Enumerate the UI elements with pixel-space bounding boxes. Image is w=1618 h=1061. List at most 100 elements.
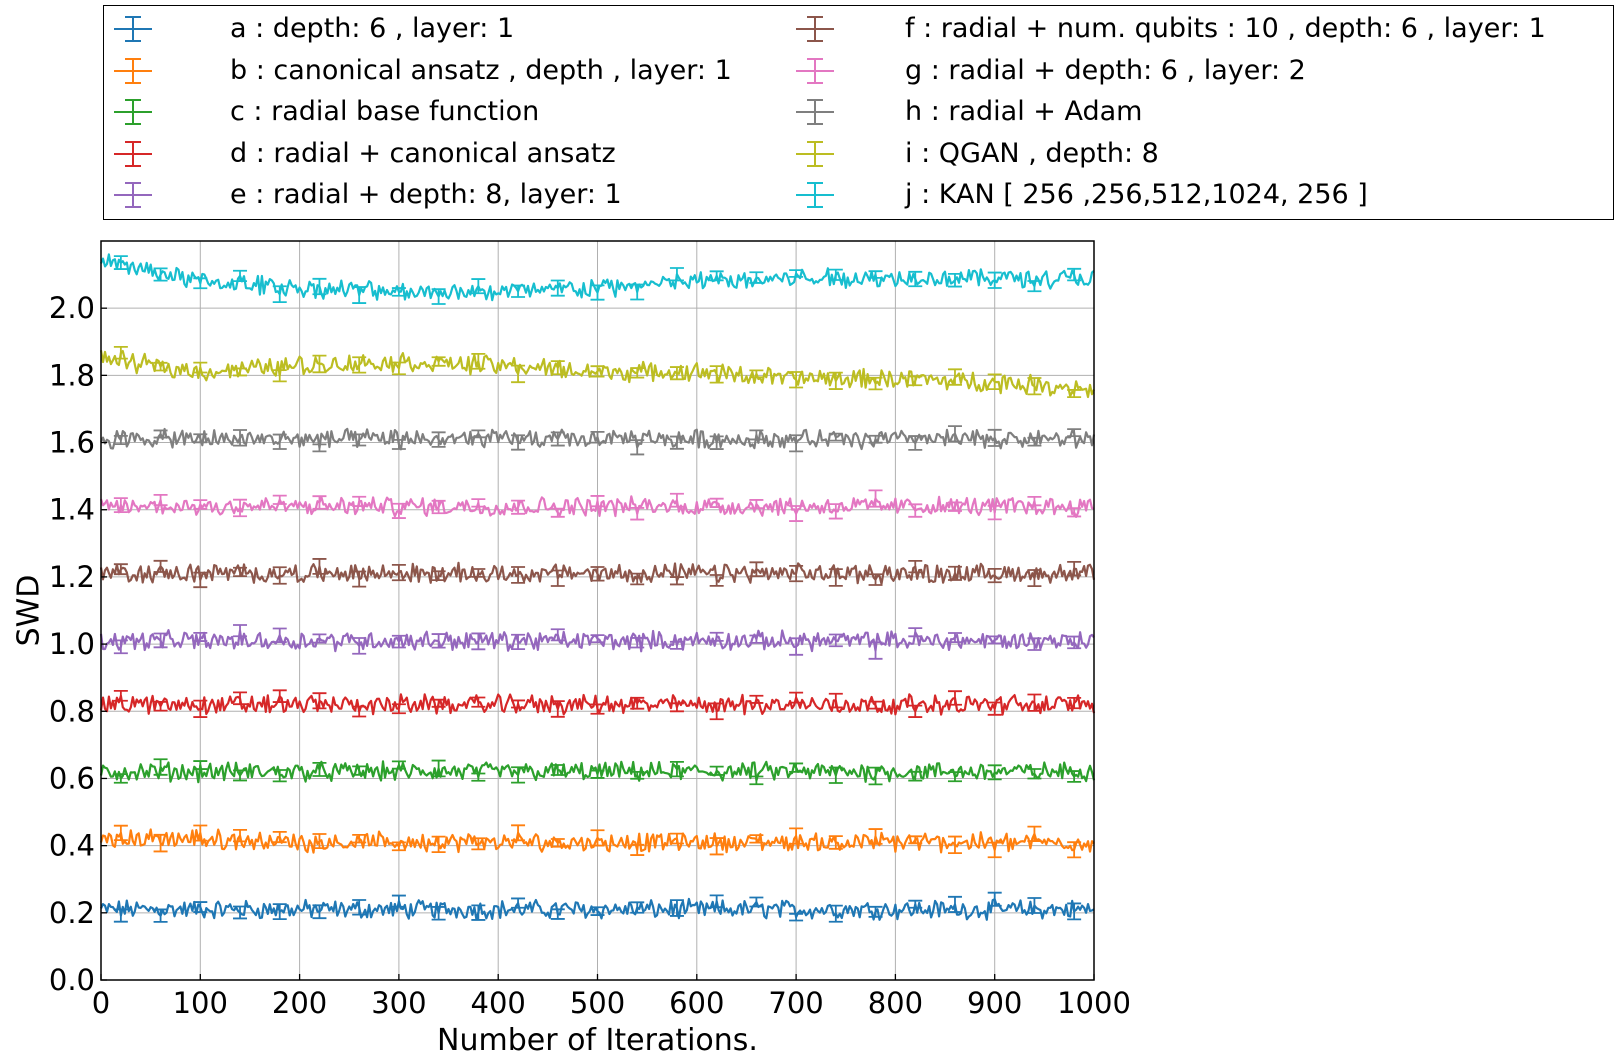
error-bar xyxy=(550,908,565,920)
error-bar xyxy=(987,635,1002,645)
error-bar xyxy=(669,576,684,586)
error-bar xyxy=(431,356,446,367)
error-bar xyxy=(550,628,565,642)
error-bar xyxy=(709,574,724,587)
error-bar xyxy=(590,430,605,444)
error-bar xyxy=(908,559,923,574)
error-bar xyxy=(987,567,1002,584)
error-bar xyxy=(272,769,287,783)
error-bar xyxy=(352,637,367,655)
error-bar xyxy=(233,769,248,782)
legend-swatch-icon xyxy=(796,140,834,167)
error-bar xyxy=(1067,902,1082,921)
error-bar xyxy=(550,569,565,587)
error-bar xyxy=(749,775,764,786)
error-bar xyxy=(511,824,526,842)
legend-swatch-icon xyxy=(796,57,834,84)
legend-label: j : KAN [ 256 ,256,512,1024, 256 ] xyxy=(905,179,1368,210)
x-tick-label: 500 xyxy=(570,986,625,1020)
legend-swatch-icon xyxy=(796,182,834,208)
error-bar xyxy=(590,829,605,847)
error-bar xyxy=(352,356,367,374)
error-bar xyxy=(550,431,565,447)
y-tick-label: 0.0 xyxy=(49,963,95,997)
y-tick-label: 0.4 xyxy=(49,829,95,863)
error-bar xyxy=(1067,428,1082,438)
error-bar xyxy=(233,691,248,706)
error-bar xyxy=(193,760,208,770)
error-bar xyxy=(669,640,684,650)
error-bar xyxy=(471,352,486,370)
error-bar xyxy=(233,429,248,447)
error-bar xyxy=(669,435,684,450)
error-bar xyxy=(1027,436,1042,447)
error-bar xyxy=(233,566,248,578)
y-tick-label: 0.2 xyxy=(49,896,95,930)
error-bar xyxy=(709,837,724,856)
error-bar xyxy=(352,834,367,844)
error-bar xyxy=(1027,637,1042,651)
error-bar xyxy=(352,899,367,916)
error-bar xyxy=(1027,280,1042,293)
error-bar xyxy=(312,443,327,453)
error-bar xyxy=(153,494,168,507)
legend-entry: e : radial + depth: 8, layer: 1 xyxy=(112,175,782,215)
error-bar xyxy=(233,269,248,283)
error-bar xyxy=(630,507,645,521)
error-bar xyxy=(590,495,605,508)
error-bar xyxy=(391,361,406,376)
error-bar xyxy=(749,561,764,578)
series xyxy=(99,345,1096,399)
error-bar xyxy=(709,435,724,450)
error-bar xyxy=(550,507,565,518)
error-bar xyxy=(431,431,446,448)
series-lines xyxy=(99,253,1096,923)
error-bar xyxy=(630,843,645,856)
error-bar xyxy=(947,895,962,913)
error-bar xyxy=(391,894,406,908)
error-bar xyxy=(789,505,804,522)
error-bar xyxy=(828,766,843,784)
error-bar xyxy=(630,572,645,586)
error-bar xyxy=(312,633,327,644)
axis-ticks: 0 100 200 300 400 500 600 700 800 900 1000 0.0 0.2 0.… xyxy=(49,291,1131,1020)
error-bar xyxy=(868,489,883,508)
error-bar xyxy=(868,270,883,279)
error-bar xyxy=(1067,635,1082,650)
error-bar xyxy=(431,835,446,854)
error-bar xyxy=(789,371,804,389)
error-bar xyxy=(113,497,128,514)
error-bar xyxy=(550,838,565,848)
error-bar xyxy=(868,766,883,786)
legend-entry: c : radial base function xyxy=(112,92,782,132)
legend-label: e : radial + depth: 8, layer: 1 xyxy=(230,179,622,210)
error-bar xyxy=(193,631,208,642)
legend-entry: d : radial + canonical ansatz xyxy=(112,134,782,174)
legend-swatch-icon xyxy=(796,99,834,125)
error-bar xyxy=(908,704,923,718)
legend-label: f : radial + num. qubits : 10 , depth: 6… xyxy=(905,13,1546,44)
series xyxy=(99,558,1096,589)
error-bar xyxy=(947,835,962,855)
error-bar xyxy=(153,632,168,649)
error-bar xyxy=(630,696,645,710)
error-bar xyxy=(471,837,486,851)
error-bar xyxy=(193,361,208,374)
error-bar xyxy=(987,764,1002,781)
y-tick-label: 2.0 xyxy=(49,291,95,325)
error-bar xyxy=(669,267,684,282)
legend-label: a : depth: 6 , layer: 1 xyxy=(230,13,515,44)
x-tick-label: 0 xyxy=(92,986,110,1020)
series xyxy=(100,891,1095,923)
error-bar xyxy=(828,568,843,587)
error-bar xyxy=(312,354,327,374)
error-bar xyxy=(908,375,923,387)
error-bar xyxy=(233,624,248,638)
error-bar xyxy=(233,498,248,518)
error-bar xyxy=(312,904,327,920)
x-tick-label: 600 xyxy=(669,986,724,1020)
error-bar xyxy=(312,833,327,850)
error-bar xyxy=(789,269,804,278)
series xyxy=(99,253,1095,305)
